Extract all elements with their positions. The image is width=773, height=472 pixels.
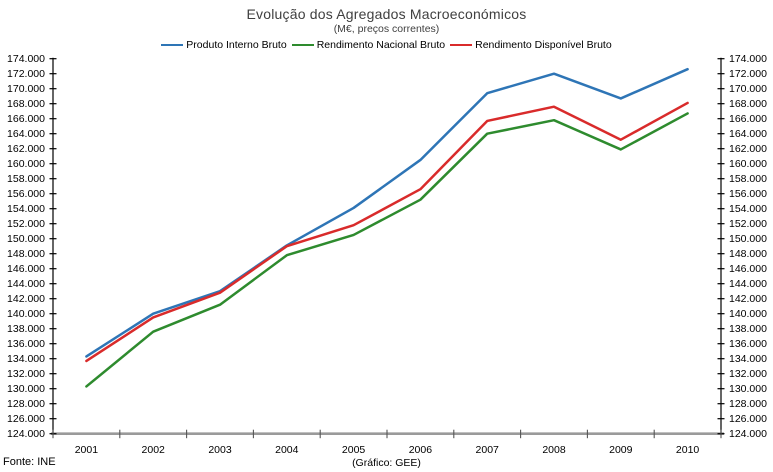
y-tick-label-right: 166.000 <box>729 113 767 125</box>
y-tick-label-left: 150.000 <box>7 233 45 245</box>
y-tick-label-right: 150.000 <box>729 233 767 245</box>
y-tick-label-left: 158.000 <box>7 173 45 185</box>
series-line-2 <box>85 101 689 363</box>
x-tick-label: 2010 <box>676 444 700 456</box>
legend-label-2: Rendimento Disponível Bruto <box>475 39 612 51</box>
y-tick-label-left: 124.000 <box>7 428 45 440</box>
y-tick-label-right: 154.000 <box>729 203 767 215</box>
x-tick-label: 2009 <box>609 444 633 456</box>
y-tick-label-right: 152.000 <box>729 218 767 230</box>
chart-subtitle: (M€, preços correntes) <box>333 23 440 35</box>
y-tick-label-right: 144.000 <box>729 278 767 290</box>
x-tick-label: 2005 <box>342 444 366 456</box>
y-tick-label-right: 174.000 <box>729 53 767 65</box>
y-tick-label-left: 166.000 <box>7 113 45 125</box>
y-tick-label-left: 174.000 <box>7 53 45 65</box>
y-tick-label-left: 130.000 <box>7 383 45 395</box>
y-tick-label-right: 132.000 <box>729 368 767 380</box>
y-tick-label-right: 156.000 <box>729 188 767 200</box>
y-tick-label-left: 140.000 <box>7 308 45 320</box>
x-tick-label: 2007 <box>476 444 500 456</box>
y-tick-label-right: 162.000 <box>729 143 767 155</box>
y-tick-label-left: 134.000 <box>7 353 45 365</box>
x-tick-label: 2002 <box>142 444 166 456</box>
y-tick-label-right: 134.000 <box>729 353 767 365</box>
legend-label-1: Rendimento Nacional Bruto <box>316 39 446 51</box>
y-tick-label-left: 142.000 <box>7 293 45 305</box>
y-tick-label-left: 138.000 <box>7 323 45 335</box>
y-tick-label-left: 160.000 <box>7 158 45 170</box>
x-tick-label: 2004 <box>275 444 299 456</box>
legend-label-0: Produto Interno Bruto <box>186 39 287 51</box>
y-tick-label-left: 126.000 <box>7 413 45 425</box>
y-tick-label-right: 142.000 <box>729 293 767 305</box>
y-tick-label-right: 146.000 <box>729 263 767 275</box>
y-tick-label-right: 138.000 <box>729 323 767 335</box>
series-line-1 <box>85 112 689 388</box>
y-tick-label-left: 162.000 <box>7 143 45 155</box>
y-tick-label-left: 132.000 <box>7 368 45 380</box>
y-tick-label-left: 156.000 <box>7 188 45 200</box>
chart-title: Evolução dos Agregados Macroeconómicos <box>246 6 527 22</box>
y-tick-label-right: 124.000 <box>729 428 767 440</box>
y-tick-label-left: 136.000 <box>7 338 45 350</box>
legend-item-0: Produto Interno Bruto <box>161 39 287 51</box>
series-line-0 <box>85 67 689 358</box>
legend-swatch-0 <box>161 44 184 46</box>
source-note: Fonte: INE <box>3 456 56 468</box>
x-tick-label: 2001 <box>75 444 99 456</box>
y-tick-label-left: 168.000 <box>7 98 45 110</box>
credit-note: (Gráfico: GEE) <box>352 457 421 469</box>
y-tick-label-right: 164.000 <box>729 128 767 140</box>
chart-legend: Produto Interno Bruto Rendimento Nacional… <box>0 39 773 51</box>
y-tick-label-left: 148.000 <box>7 248 45 260</box>
y-tick-label-left: 144.000 <box>7 278 45 290</box>
y-tick-label-left: 146.000 <box>7 263 45 275</box>
y-tick-label-right: 140.000 <box>729 308 767 320</box>
y-tick-label-right: 136.000 <box>729 338 767 350</box>
y-tick-label-left: 152.000 <box>7 218 45 230</box>
y-tick-label-left: 172.000 <box>7 68 45 80</box>
y-tick-label-right: 130.000 <box>729 383 767 395</box>
y-tick-label-right: 168.000 <box>729 98 767 110</box>
y-tick-label-right: 160.000 <box>729 158 767 170</box>
legend-item-1: Rendimento Nacional Bruto <box>291 39 446 51</box>
y-tick-label-right: 172.000 <box>729 68 767 80</box>
x-tick-label: 2006 <box>409 444 433 456</box>
y-tick-label-left: 164.000 <box>7 128 45 140</box>
y-tick-label-right: 126.000 <box>729 413 767 425</box>
y-tick-label-left: 128.000 <box>7 398 45 410</box>
y-tick-label-left: 170.000 <box>7 83 45 95</box>
legend-swatch-2 <box>450 44 473 46</box>
legend-swatch-1 <box>291 44 314 46</box>
x-tick-label: 2008 <box>542 444 566 456</box>
y-tick-label-right: 158.000 <box>729 173 767 185</box>
y-tick-label-right: 148.000 <box>729 248 767 260</box>
y-tick-label-left: 154.000 <box>7 203 45 215</box>
y-tick-label-right: 170.000 <box>729 83 767 95</box>
x-tick-label: 2003 <box>208 444 232 456</box>
y-tick-label-right: 128.000 <box>729 398 767 410</box>
legend-item-2: Rendimento Disponível Bruto <box>450 39 612 51</box>
